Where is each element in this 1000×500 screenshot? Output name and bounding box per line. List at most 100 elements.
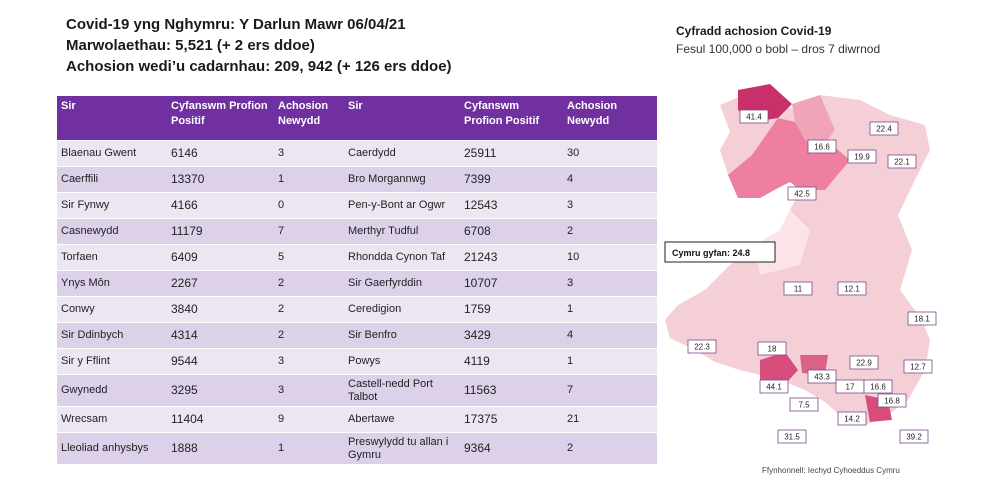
table-cell: 3 [274, 140, 344, 167]
column-header: Sir [344, 96, 460, 141]
table-cell: 3 [563, 270, 657, 297]
table-cell: Casnewydd [57, 218, 167, 245]
header-title: Covid-19 yng Nghymru: Y Darlun Mawr 06/0… [66, 16, 406, 33]
table-cell: 11179 [167, 218, 274, 245]
map-label-box [903, 359, 933, 374]
map-label-box [807, 369, 837, 384]
table-cell: 25911 [460, 140, 563, 167]
table-cell: 1 [563, 348, 657, 375]
column-header: Achosion Newydd [563, 96, 657, 141]
map-rate-label: 22.1 [894, 158, 910, 167]
map-rate-label: 43.3 [814, 373, 830, 382]
table-cell: 0 [274, 192, 344, 219]
table-cell: 4 [563, 166, 657, 193]
map-label-box [849, 355, 879, 370]
table-cell: 2267 [167, 270, 274, 297]
table-cell: Wrecsam [57, 406, 167, 433]
map-labels: 41.4 22.4 16.6 19.9 22.1 42.5 11 12.1 18.1 22.3 18… [687, 109, 937, 444]
table-cell: 3429 [460, 322, 563, 349]
map-label-box [777, 429, 807, 444]
table-cell: 1 [274, 166, 344, 193]
table-cell: 3 [274, 374, 344, 407]
header-deaths: Marwolaethau: 5,521 (+ 2 ers ddoe) [66, 37, 315, 54]
table-cell: 4166 [167, 192, 274, 219]
map-rate-label: 12.1 [844, 285, 860, 294]
map-rate-label: 22.3 [694, 343, 710, 352]
wales-total-label: Cymru gyfan: 24.8 [672, 248, 750, 258]
table-cell: Lleoliad anhysbys [57, 432, 167, 464]
table-cell: 9364 [460, 432, 563, 464]
table-cell: 7 [274, 218, 344, 245]
wales-rate-map: 41.4 22.4 16.6 19.9 22.1 42.5 11 12.1 18.1 22.3 18… [664, 84, 937, 444]
map-rate-label: 42.5 [794, 190, 810, 199]
table-cell: 21 [563, 406, 657, 433]
table-cell: 3295 [167, 374, 274, 407]
table-cell: Torfaen [57, 244, 167, 271]
table-cell: 7399 [460, 166, 563, 193]
table-row: Torfaen 6409 5 Rhondda Cynon Taf 21243 10 [57, 244, 657, 271]
table-cell: Merthyr Tudful [344, 218, 460, 245]
map-label-box [899, 429, 929, 444]
table-cell: 4119 [460, 348, 563, 375]
map-label-box [847, 149, 877, 164]
table-cell: Sir y Fflint [57, 348, 167, 375]
table-row: Blaenau Gwent 6146 3 Caerdydd 25911 30 [57, 140, 657, 167]
table-cell: Abertawe [344, 406, 460, 433]
map-rate-label: 22.4 [876, 125, 892, 134]
map-rate-label: 11 [794, 285, 803, 294]
map-rate-label: 18.1 [914, 315, 930, 324]
table-cell: 2 [563, 218, 657, 245]
table-cell: 5 [274, 244, 344, 271]
map-rate-label: 14.2 [844, 415, 860, 424]
table-cell: 10707 [460, 270, 563, 297]
map-label-box [877, 393, 907, 408]
table-cell: Powys [344, 348, 460, 375]
map-label-box [907, 311, 937, 326]
map-label-box [789, 397, 819, 412]
table-cell: Caerdydd [344, 140, 460, 167]
map-rate-label: 41.4 [746, 113, 762, 122]
map-rate-label: 22.9 [856, 359, 872, 368]
table-cell: 1 [563, 296, 657, 323]
table-body: Blaenau Gwent 6146 3 Caerdydd 25911 30 Caerffi… [57, 140, 657, 464]
table-cell: Castell-nedd Port Talbot [344, 374, 460, 407]
map-rate-label: 16.6 [870, 383, 886, 392]
table-cell: 11404 [167, 406, 274, 433]
table-cell: 1 [274, 432, 344, 464]
table-cell: 2 [274, 296, 344, 323]
column-header: Cyfanswm Profion Positif [460, 96, 563, 141]
map-rate-label: 7.5 [798, 401, 810, 410]
table-cell: 2 [274, 322, 344, 349]
column-header: Achosion Newydd [274, 96, 344, 141]
map-label-box [687, 339, 717, 354]
table-cell: 12543 [460, 192, 563, 219]
table-cell: 6708 [460, 218, 563, 245]
table-cell: 1759 [460, 296, 563, 323]
table-row: Caerffili 13370 1 Bro Morgannwg 7399 4 [57, 166, 657, 193]
cases-table: Sir Cyfanswm Profion Positif Achosion Ne… [57, 96, 657, 464]
table-cell: 2 [274, 270, 344, 297]
map-subtitle: Fesul 100,000 o bobl – dros 7 diwrnod [676, 42, 881, 56]
table-cell: 17375 [460, 406, 563, 433]
table-cell: Blaenau Gwent [57, 140, 167, 167]
map-label-box [807, 139, 837, 154]
table-cell: 4 [563, 322, 657, 349]
table-cell: Pen-y-Bont ar Ogwr [344, 192, 460, 219]
table-cell: 2 [563, 432, 657, 464]
table-cell: 9 [274, 406, 344, 433]
column-header: Cyfanswm Profion Positif [167, 96, 274, 141]
table-cell: 3 [274, 348, 344, 375]
table-cell: Gwynedd [57, 374, 167, 407]
table-cell: 4314 [167, 322, 274, 349]
table-row: Wrecsam 11404 9 Abertawe 17375 21 [57, 406, 657, 433]
source-note: Ffynhonnell: Iechyd Cyhoeddus Cymru [762, 466, 900, 475]
map-label-box [739, 109, 769, 124]
map-title: Cyfradd achosion Covid-19 [676, 24, 832, 38]
table-header-row: Sir Cyfanswm Profion Positif Achosion Ne… [57, 96, 657, 141]
map-rate-label: 17 [846, 383, 855, 392]
map-label-box [887, 154, 917, 169]
table-cell: 1888 [167, 432, 274, 464]
table-cell: Sir Gaerfyrddin [344, 270, 460, 297]
table-cell: Ynys Môn [57, 270, 167, 297]
table-row: Sir Fynwy 4166 0 Pen-y-Bont ar Ogwr 12543 3 [57, 192, 657, 219]
